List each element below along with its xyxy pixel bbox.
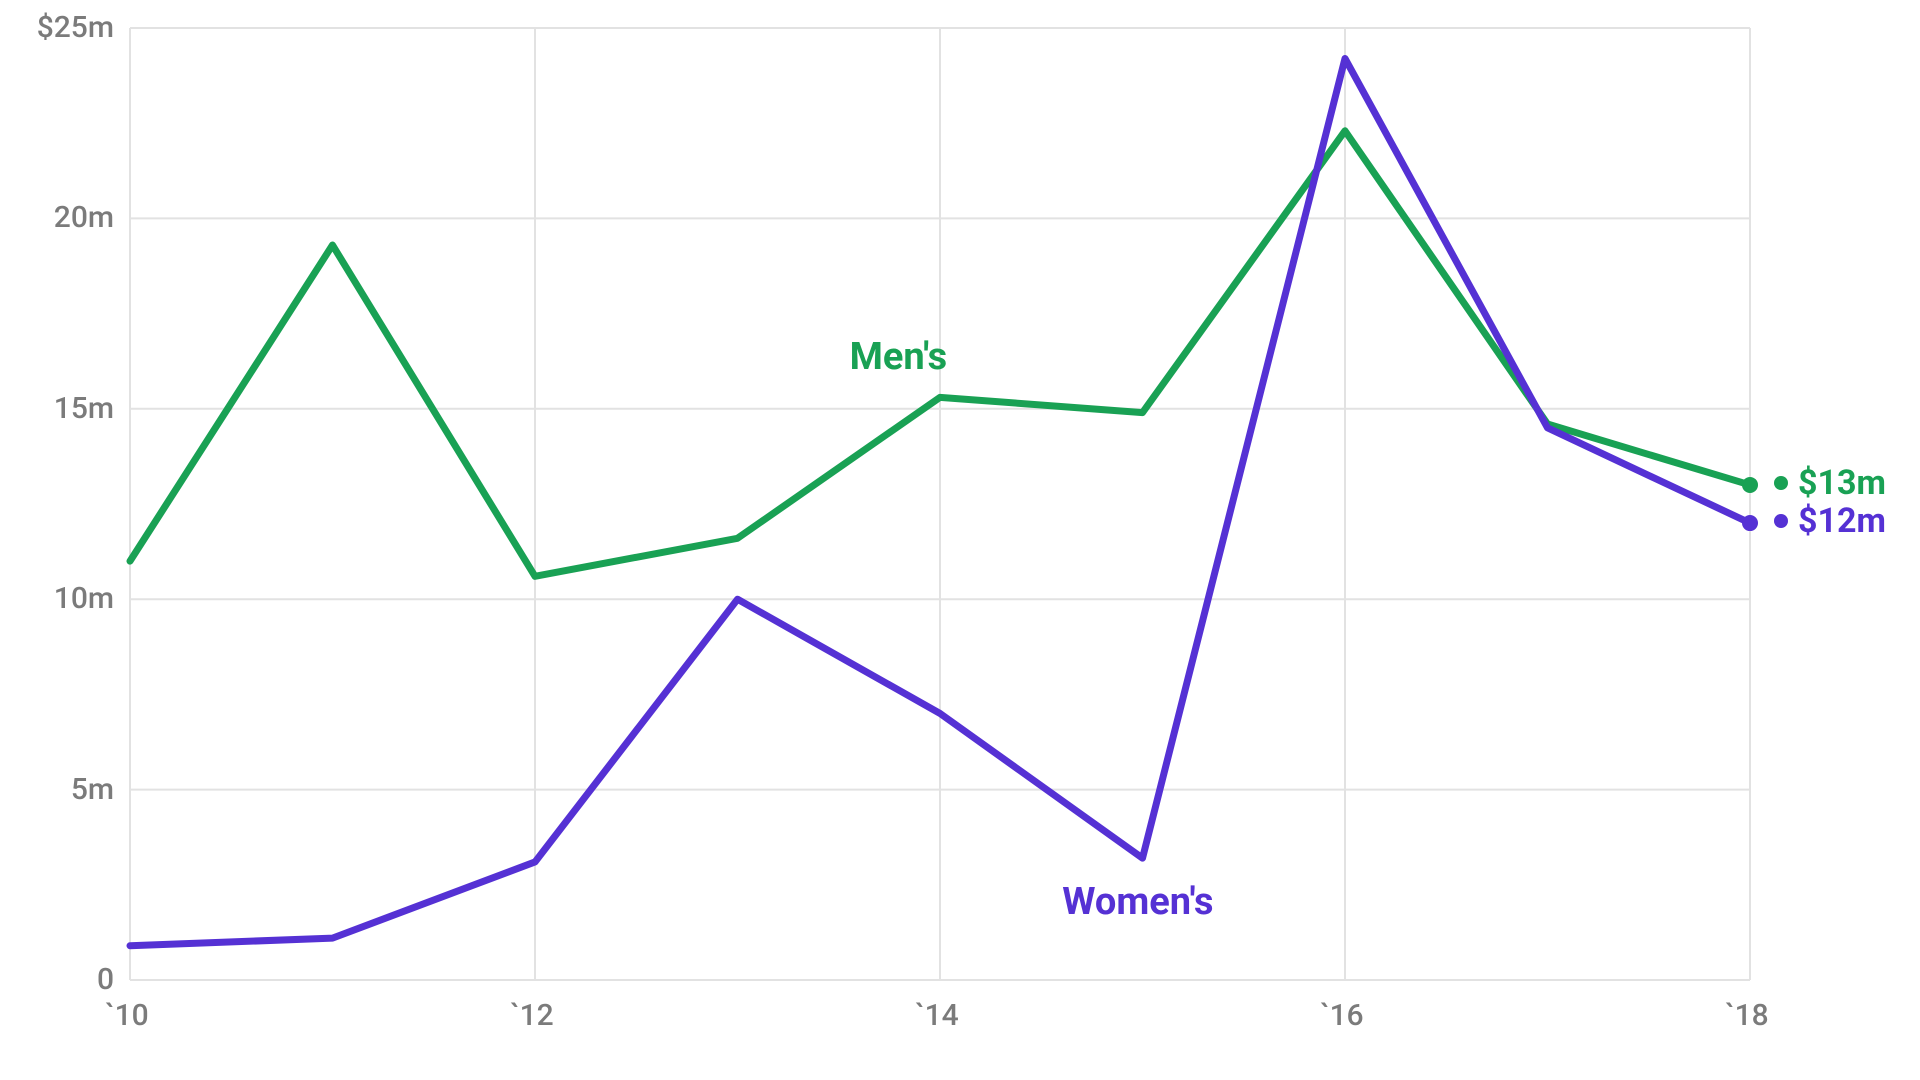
y-tick-label: 5m bbox=[71, 772, 114, 807]
y-tick-label: 0 bbox=[97, 962, 114, 997]
series-end-value: $12m bbox=[1798, 501, 1886, 541]
series-label: Men's bbox=[850, 335, 947, 379]
line-chart: 0 5m 10m 15m 20m $25m `10 `12 `14 `16 `18 Men's Wome… bbox=[0, 0, 1920, 1080]
legend-dot-icon bbox=[1774, 476, 1788, 490]
x-tick-label: `14 bbox=[915, 998, 959, 1033]
chart-svg bbox=[0, 0, 1920, 1080]
series-end-label: $13m bbox=[1774, 463, 1886, 503]
series-end-label: $12m bbox=[1774, 501, 1886, 541]
y-tick-label: 15m bbox=[54, 391, 114, 426]
legend-dot-icon bbox=[1774, 514, 1788, 528]
x-tick-label: `10 bbox=[105, 998, 149, 1033]
series-label: Women's bbox=[1062, 880, 1213, 924]
y-tick-label: 20m bbox=[54, 200, 114, 235]
series-end-value: $13m bbox=[1798, 463, 1886, 503]
x-tick-label: `16 bbox=[1320, 998, 1364, 1033]
x-tick-label: `12 bbox=[510, 998, 554, 1033]
series-end-dot bbox=[1742, 477, 1758, 493]
series-end-dot bbox=[1742, 515, 1758, 531]
x-tick-label: `18 bbox=[1725, 998, 1769, 1033]
y-tick-label: 10m bbox=[54, 581, 114, 616]
y-tick-label: $25m bbox=[37, 10, 114, 45]
